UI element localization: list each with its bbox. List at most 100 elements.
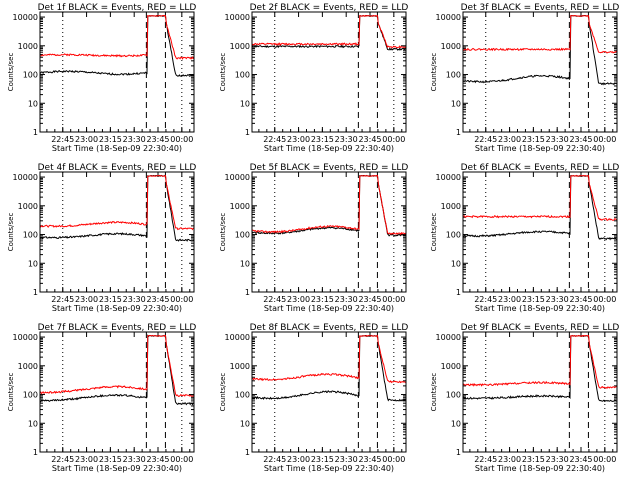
x-tick-label: 23:45 [569, 135, 592, 144]
y-tick-label: 10 [451, 99, 461, 108]
y-tick-label: 1 [456, 448, 461, 457]
x-tick-label: 23:30 [335, 295, 358, 304]
y-tick-label: 1 [33, 288, 38, 297]
y-tick-label: 1000 [441, 362, 461, 371]
x-tick-label: 23:15 [522, 455, 545, 464]
panel-title: Det 2f BLACK = Events, RED = LLD [250, 3, 409, 13]
x-axis-label: Start Time (18-Sep-09 22:30:40) [475, 464, 605, 473]
y-tick-label: 1000 [230, 202, 250, 211]
y-tick-label: 10 [240, 259, 250, 268]
x-axis-label: Start Time (18-Sep-09 22:30:40) [264, 144, 394, 153]
series-line-events [251, 334, 407, 402]
y-tick-label: 100 [446, 71, 461, 80]
x-tick-label: 23:30 [123, 455, 146, 464]
x-tick-label: 23:15 [99, 455, 122, 464]
x-axis-label: Start Time (18-Sep-09 22:30:40) [52, 304, 182, 313]
y-tick-label: 1000 [441, 42, 461, 51]
y-axis-label: Counts/sec [430, 373, 438, 412]
x-tick-label: 23:30 [546, 455, 569, 464]
x-tick-label: 00:00 [382, 295, 405, 304]
x-tick-label: 23:00 [287, 295, 310, 304]
panel-5: Det 5f BLACK = Events, RED = LLD Counts/s… [219, 163, 408, 313]
x-tick-label: 22:45 [263, 455, 286, 464]
y-axis-label: Counts/sec [219, 373, 227, 412]
plot-frame [251, 11, 407, 133]
x-tick-label: 23:30 [123, 135, 146, 144]
panel-title: Det 4f BLACK = Events, RED = LLD [38, 163, 197, 173]
x-tick-label: 23:15 [311, 455, 334, 464]
x-tick-label: 22:45 [51, 295, 74, 304]
y-tick-label: 1 [245, 448, 250, 457]
x-tick-label: 22:45 [51, 135, 74, 144]
panel-9: Det 9f BLACK = Events, RED = LLD Counts/s… [430, 323, 619, 473]
series-line-lld [39, 334, 195, 397]
x-tick-label: 00:00 [170, 295, 193, 304]
y-tick-label: 10000 [13, 333, 38, 342]
y-tick-label: 1 [33, 128, 38, 137]
y-tick-label: 1 [456, 128, 461, 137]
x-tick-label: 00:00 [593, 455, 616, 464]
y-axis-label: Counts/sec [430, 53, 438, 92]
x-tick-label: 23:00 [75, 455, 98, 464]
panel-2: Det 2f BLACK = Events, RED = LLD Counts/s… [219, 3, 408, 153]
y-tick-label: 10000 [436, 173, 461, 182]
y-tick-label: 100 [446, 231, 461, 240]
x-tick-label: 23:15 [522, 295, 545, 304]
series-line-lld [39, 14, 195, 60]
x-tick-label: 23:30 [335, 455, 358, 464]
series-line-lld [251, 334, 407, 384]
y-tick-label: 1 [456, 288, 461, 297]
x-tick-label: 00:00 [170, 135, 193, 144]
panel-title: Det 6f BLACK = Events, RED = LLD [461, 163, 620, 173]
x-axis-label: Start Time (18-Sep-09 22:30:40) [52, 464, 182, 473]
y-tick-label: 10000 [225, 13, 250, 22]
y-axis-label: Counts/sec [7, 53, 15, 92]
y-tick-label: 10 [28, 419, 38, 428]
y-tick-label: 10 [240, 419, 250, 428]
y-axis-label: Counts/sec [7, 213, 15, 252]
y-tick-label: 100 [23, 231, 38, 240]
y-tick-label: 1000 [441, 202, 461, 211]
y-tick-label: 100 [235, 391, 250, 400]
panel-7: Det 7f BLACK = Events, RED = LLD Counts/s… [7, 323, 196, 473]
x-tick-label: 23:45 [146, 135, 169, 144]
plot-frame [462, 331, 618, 453]
series-line-lld [462, 334, 618, 389]
x-tick-label: 23:45 [358, 455, 381, 464]
y-tick-label: 1000 [18, 42, 38, 51]
x-tick-label: 23:45 [569, 455, 592, 464]
plot-frame [39, 171, 195, 293]
x-tick-label: 23:00 [75, 295, 98, 304]
x-tick-label: 23:30 [335, 135, 358, 144]
y-axis-label: Counts/sec [219, 213, 227, 252]
plot-frame [39, 331, 195, 453]
y-tick-label: 100 [23, 391, 38, 400]
y-tick-label: 10000 [13, 13, 38, 22]
panel-title: Det 3f BLACK = Events, RED = LLD [461, 3, 620, 13]
x-tick-label: 22:45 [263, 135, 286, 144]
y-tick-label: 10 [28, 259, 38, 268]
panel-title: Det 9f BLACK = Events, RED = LLD [461, 323, 620, 333]
x-tick-label: 23:30 [546, 135, 569, 144]
x-axis-label: Start Time (18-Sep-09 22:30:40) [52, 144, 182, 153]
y-tick-label: 10000 [225, 173, 250, 182]
x-tick-label: 23:00 [287, 135, 310, 144]
series-line-lld [462, 174, 618, 221]
y-axis-label: Counts/sec [219, 53, 227, 92]
y-tick-label: 10000 [13, 173, 38, 182]
y-tick-label: 1 [245, 128, 250, 137]
plot-frame [251, 331, 407, 453]
y-tick-label: 100 [446, 391, 461, 400]
x-axis-label: Start Time (18-Sep-09 22:30:40) [475, 304, 605, 313]
x-tick-label: 23:45 [146, 455, 169, 464]
x-tick-label: 23:45 [358, 295, 381, 304]
x-tick-label: 23:45 [569, 295, 592, 304]
x-axis-label: Start Time (18-Sep-09 22:30:40) [264, 304, 394, 313]
y-tick-label: 10000 [436, 333, 461, 342]
x-tick-label: 00:00 [382, 455, 405, 464]
series-line-events [462, 14, 617, 86]
panel-title: Det 5f BLACK = Events, RED = LLD [250, 163, 409, 173]
series-line-events [462, 174, 618, 241]
y-tick-label: 100 [23, 71, 38, 80]
